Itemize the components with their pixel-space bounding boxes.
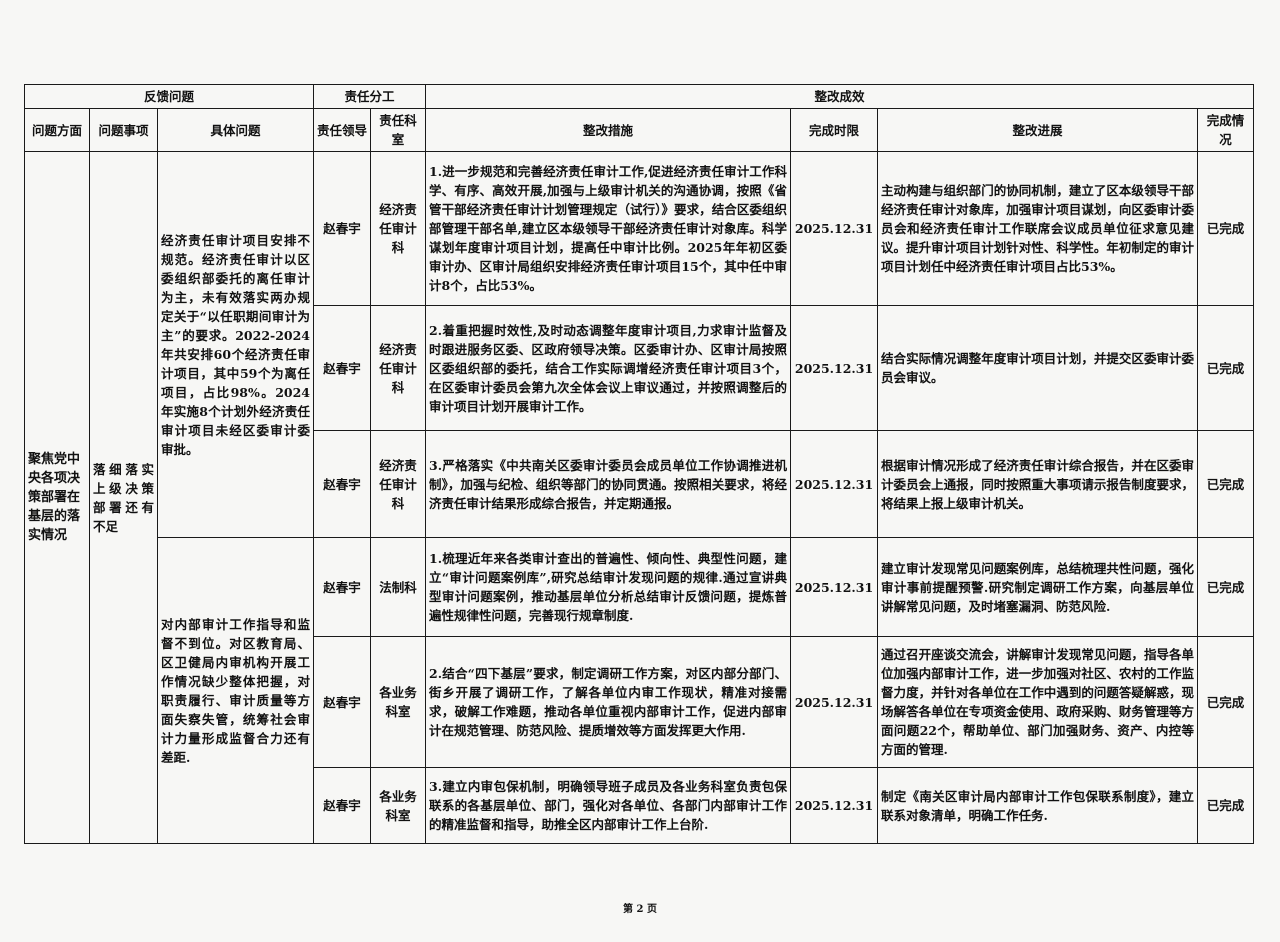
col-dept: 责任科室 xyxy=(370,108,427,152)
deadline-cell: 2025.12.31 xyxy=(790,537,879,637)
header-row: 问题方面 问题事项 具体问题 责任领导 责任科室 整改措施 完成时限 整改进展 … xyxy=(24,108,1255,152)
col-measure: 整改措施 xyxy=(425,108,792,152)
deadline-cell: 2025.12.31 xyxy=(790,151,879,306)
table-row: 赵春宇 各业务科室 3.建立内审包保机制，明确领导班子成员及各业务科室负责包保联… xyxy=(25,767,1255,844)
dept-cell: 各业务科室 xyxy=(370,767,427,844)
table-row: 赵春宇 经济责任审计科 3.严格落实《中共南关区委审计委员会成员单位工作协调推进… xyxy=(25,430,1255,538)
leader-cell: 赵春宇 xyxy=(313,636,372,768)
deadline-cell: 2025.12.31 xyxy=(790,305,879,431)
progress-cell: 通过召开座谈交流会，讲解审计发现常见问题，指导各单位加强内部审计工作，进一步加强… xyxy=(877,636,1199,768)
leader-cell: 赵春宇 xyxy=(313,767,372,844)
measure-cell: 2.结合“四下基层”要求，制定调研工作方案，对区内部分部门、街乡开展了调研工作，… xyxy=(425,636,792,768)
problem-cell: 经济责任审计项目安排不规范。经济责任审计以区委组织部委托的离任审计为主，未有效落… xyxy=(156,151,315,538)
item-cell: 落细落实上级决策部署还有不足 xyxy=(89,151,158,844)
progress-cell: 制定《南关区审计局内部审计工作包保联系制度》，建立联系对象清单，明确工作任务. xyxy=(877,767,1199,844)
col-leader: 责任领导 xyxy=(313,108,372,152)
measure-cell: 3.严格落实《中共南关区委审计委员会成员单位工作协调推进机制》，加强与纪检、组织… xyxy=(425,430,792,538)
dept-cell: 法制科 xyxy=(370,537,427,637)
progress-cell: 建立审计发现常见问题案例库，总结梳理共性问题，强化审计事前提醒预警.研究制定调研… xyxy=(877,537,1199,637)
measure-cell: 1.梳理近年来各类审计查出的普遍性、倾向性、典型性问题，建立“审计问题案例库”,… xyxy=(425,537,792,637)
deadline-cell: 2025.12.31 xyxy=(790,636,879,768)
dept-cell: 经济责任审计科 xyxy=(370,305,427,431)
progress-cell: 根据审计情况形成了经济责任审计综合报告，并在区委审计委员会上通报，同时按照重大事… xyxy=(877,430,1199,538)
status-cell: 已完成 xyxy=(1197,537,1255,637)
col-deadline: 完成时限 xyxy=(790,108,879,152)
header-rectification: 整改成效 xyxy=(425,84,1255,109)
dept-cell: 经济责任审计科 xyxy=(370,151,427,306)
progress-cell: 结合实际情况调整年度审计项目计划，并提交区委审计委员会审议。 xyxy=(877,305,1199,431)
leader-cell: 赵春宇 xyxy=(313,151,372,306)
rectification-table: 反馈问题 责任分工 整改成效 问题方面 问题事项 具体问题 责任领导 责任科室 … xyxy=(23,84,1255,844)
header-feedback: 反馈问题 xyxy=(23,84,315,109)
measure-cell: 1.进一步规范和完善经济责任审计工作,促进经济责任审计工作科学、有序、高效开展,… xyxy=(425,151,792,306)
deadline-cell: 2025.12.31 xyxy=(790,767,879,844)
status-cell: 已完成 xyxy=(1197,305,1255,431)
aspect-cell: 聚焦党中央各项决策部署在基层的落实情况 xyxy=(24,151,90,844)
deadline-cell: 2025.12.31 xyxy=(790,430,879,538)
status-cell: 已完成 xyxy=(1197,636,1255,768)
header-responsibility: 责任分工 xyxy=(313,84,427,109)
progress-cell: 主动构建与组织部门的协同机制，建立了区本级领导干部经济责任审计对象库，加强审计项… xyxy=(877,151,1199,306)
leader-cell: 赵春宇 xyxy=(313,305,372,431)
col-aspect: 问题方面 xyxy=(24,108,90,152)
col-problem: 具体问题 xyxy=(156,108,315,152)
table-row: 赵春宇 经济责任审计科 2.着重把握时效性,及时动态调整年度审计项目,力求审计监… xyxy=(25,305,1255,431)
measure-cell: 2.着重把握时效性,及时动态调整年度审计项目,力求审计监督及时跟进服务区委、区政… xyxy=(425,305,792,431)
leader-cell: 赵春宇 xyxy=(313,430,372,538)
page-number: 第 2 页 xyxy=(623,904,657,915)
problem-cell: 对内部审计工作指导和监督不到位。对区教育局、区卫健局内审机构开展工作情况缺少整体… xyxy=(156,537,315,844)
measure-cell: 3.建立内审包保机制，明确领导班子成员及各业务科室负责包保联系的各基层单位、部门… xyxy=(425,767,792,844)
leader-cell: 赵春宇 xyxy=(313,537,372,637)
table-row: 赵春宇 各业务科室 2.结合“四下基层”要求，制定调研工作方案，对区内部分部门、… xyxy=(25,636,1255,768)
status-cell: 已完成 xyxy=(1197,767,1255,844)
col-progress: 整改进展 xyxy=(877,108,1199,152)
dept-cell: 各业务科室 xyxy=(370,636,427,768)
status-cell: 已完成 xyxy=(1197,430,1255,538)
table-row: 聚焦党中央各项决策部署在基层的落实情况 落细落实上级决策部署还有不足 经济责任审… xyxy=(24,151,1255,844)
col-status: 完成情况 xyxy=(1197,108,1255,152)
col-item: 问题事项 xyxy=(89,108,158,152)
header-group-row: 反馈问题 责任分工 整改成效 xyxy=(23,84,1255,109)
table-row: 对内部审计工作指导和监督不到位。对区教育局、区卫健局内审机构开展工作情况缺少整体… xyxy=(25,537,1255,844)
status-cell: 已完成 xyxy=(1197,151,1255,306)
dept-cell: 经济责任审计科 xyxy=(370,430,427,538)
